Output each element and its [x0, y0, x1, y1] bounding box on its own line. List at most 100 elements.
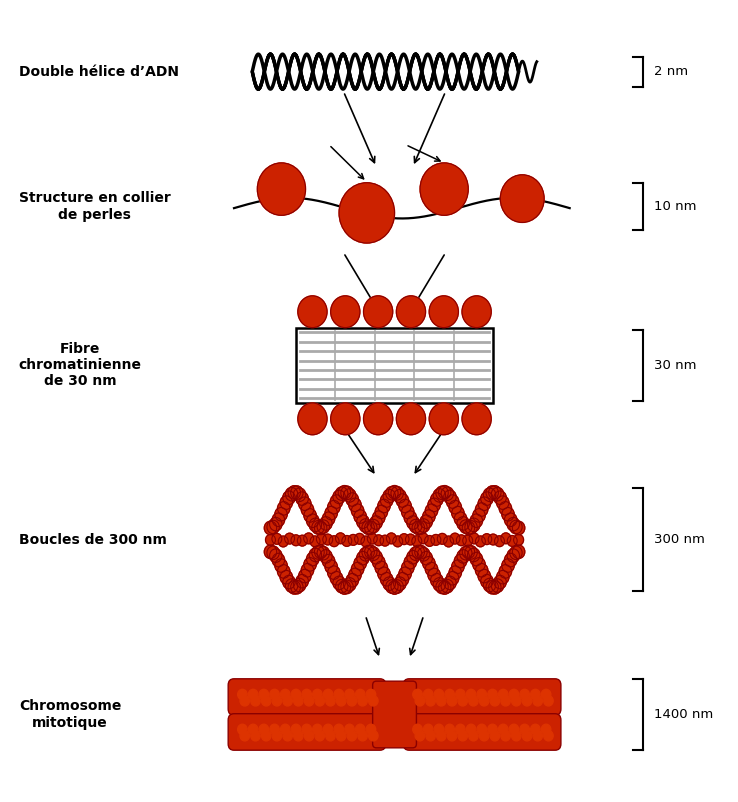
Circle shape [378, 499, 390, 512]
Circle shape [331, 403, 360, 435]
Circle shape [396, 296, 426, 327]
Circle shape [418, 533, 428, 544]
Circle shape [424, 689, 433, 699]
Circle shape [426, 695, 435, 706]
Circle shape [368, 547, 379, 561]
Text: Structure en collier
de perles: Structure en collier de perles [18, 192, 170, 221]
Circle shape [304, 557, 317, 571]
Circle shape [292, 724, 300, 735]
Text: 30 nm: 30 nm [654, 358, 696, 372]
Circle shape [388, 581, 401, 594]
Circle shape [333, 490, 345, 504]
Circle shape [541, 724, 551, 735]
Circle shape [544, 695, 554, 706]
Circle shape [465, 520, 477, 534]
Circle shape [509, 724, 519, 735]
Circle shape [492, 579, 503, 593]
Circle shape [423, 510, 435, 523]
Circle shape [299, 569, 311, 583]
Circle shape [258, 163, 306, 215]
Circle shape [337, 695, 346, 706]
Circle shape [314, 545, 327, 558]
Circle shape [446, 495, 459, 508]
Circle shape [477, 689, 486, 699]
Circle shape [520, 689, 529, 699]
Circle shape [462, 545, 475, 558]
Circle shape [445, 689, 455, 699]
Circle shape [512, 545, 525, 558]
Circle shape [323, 724, 333, 735]
Circle shape [272, 731, 282, 741]
Circle shape [277, 565, 290, 578]
Circle shape [291, 581, 303, 594]
Circle shape [404, 511, 416, 525]
Circle shape [437, 695, 446, 706]
Circle shape [364, 296, 393, 327]
Circle shape [490, 695, 500, 706]
Circle shape [286, 579, 298, 593]
Circle shape [433, 577, 446, 591]
Circle shape [430, 403, 458, 435]
Circle shape [368, 695, 378, 706]
Circle shape [466, 689, 476, 699]
Text: 300 nm: 300 nm [654, 533, 705, 546]
Circle shape [436, 486, 448, 500]
Circle shape [391, 580, 404, 593]
Circle shape [420, 163, 468, 215]
Circle shape [238, 689, 247, 699]
Circle shape [320, 516, 332, 530]
Circle shape [285, 533, 294, 544]
Circle shape [383, 577, 396, 590]
Circle shape [296, 492, 308, 505]
Circle shape [358, 695, 368, 706]
Circle shape [449, 500, 461, 514]
Circle shape [343, 577, 356, 591]
Text: Boucles de 300 nm: Boucles de 300 nm [18, 533, 167, 547]
Circle shape [412, 545, 424, 559]
Circle shape [323, 512, 335, 525]
Circle shape [370, 550, 382, 564]
Circle shape [356, 689, 365, 699]
Circle shape [507, 517, 520, 531]
Circle shape [331, 296, 360, 327]
Circle shape [502, 508, 514, 521]
Circle shape [466, 724, 476, 735]
Circle shape [449, 566, 461, 579]
Circle shape [482, 534, 492, 545]
Circle shape [368, 731, 378, 741]
Circle shape [315, 695, 325, 706]
Circle shape [467, 549, 480, 561]
Circle shape [333, 576, 345, 589]
Circle shape [358, 731, 368, 741]
Circle shape [294, 695, 303, 706]
Circle shape [531, 724, 540, 735]
Circle shape [501, 731, 511, 741]
Circle shape [511, 695, 521, 706]
Circle shape [431, 534, 441, 545]
Circle shape [349, 568, 361, 581]
Circle shape [336, 579, 348, 593]
Circle shape [306, 553, 319, 565]
Circle shape [501, 695, 511, 706]
Circle shape [359, 548, 372, 561]
Circle shape [499, 501, 511, 515]
Circle shape [467, 518, 480, 532]
Circle shape [512, 521, 525, 535]
Circle shape [298, 296, 327, 327]
Circle shape [362, 545, 374, 559]
Circle shape [509, 689, 519, 699]
Circle shape [288, 486, 300, 499]
Circle shape [399, 567, 411, 581]
Circle shape [329, 536, 339, 547]
Circle shape [338, 581, 351, 594]
Text: Chromosome
mitotique: Chromosome mitotique [18, 699, 121, 730]
Circle shape [342, 536, 352, 546]
Circle shape [444, 490, 456, 504]
Circle shape [331, 495, 342, 508]
Circle shape [325, 560, 337, 573]
Circle shape [428, 498, 441, 512]
Circle shape [313, 724, 322, 735]
Circle shape [531, 689, 540, 699]
Circle shape [336, 533, 345, 544]
Circle shape [473, 557, 485, 571]
